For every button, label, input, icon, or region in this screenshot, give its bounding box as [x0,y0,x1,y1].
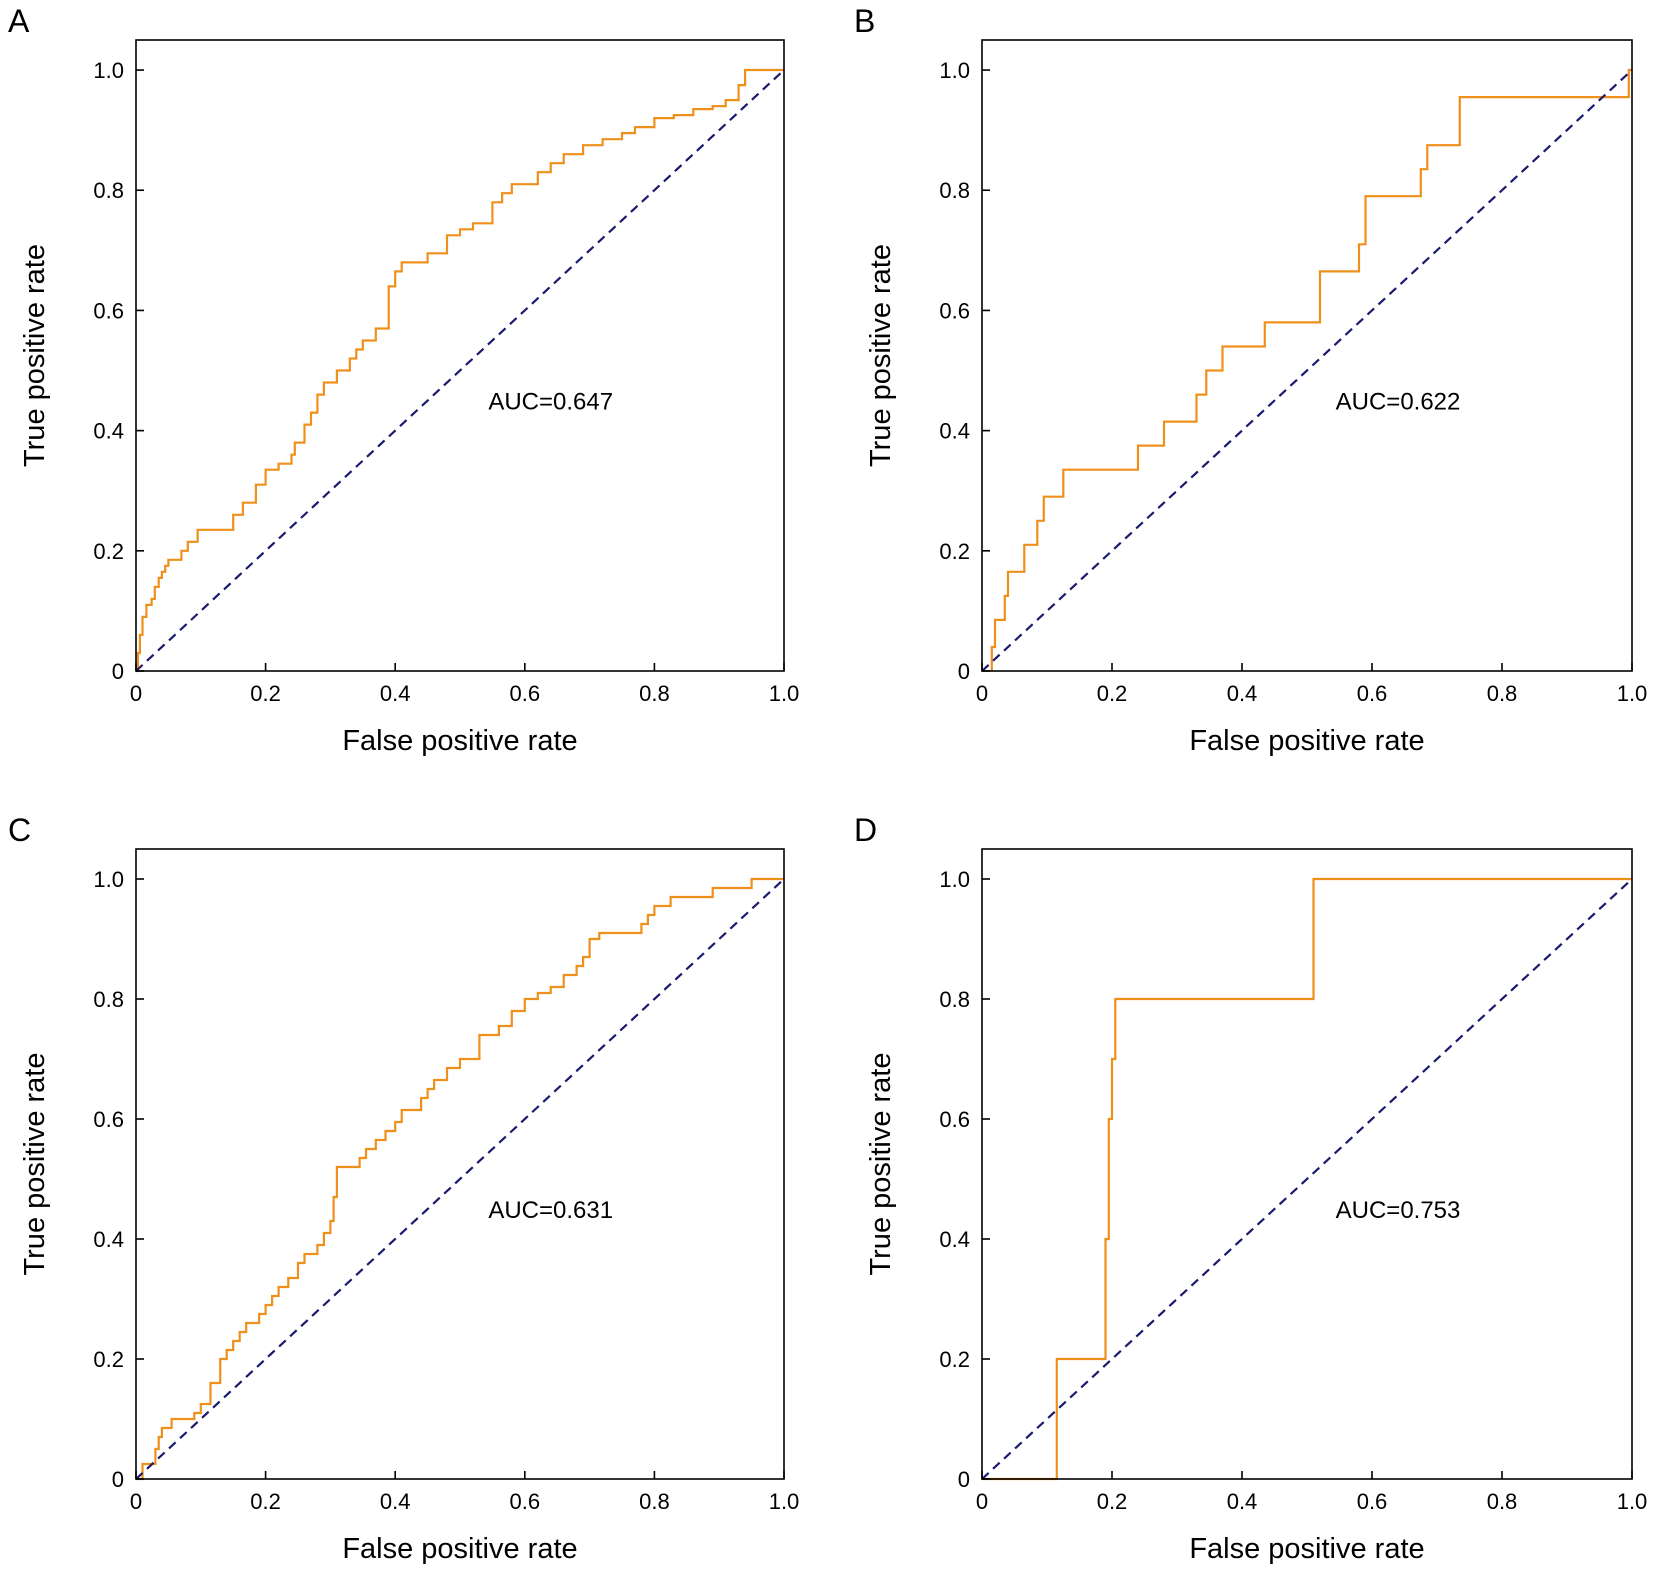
panel-a: A 0 0.2 0.4 0.6 0.8 1.0 0 0.2 0.4 0.6 0.8 1.0 False p… [8,3,799,757]
panel-b-x-tick-label: 1.0 [1617,681,1648,706]
panel-d-roc-curve [982,877,1632,1481]
panel-c-x-tick-label: 0 [130,1489,142,1514]
panel-d-x-tick-label: 0.4 [1227,1489,1258,1514]
panel-c-letter: C [8,812,31,848]
panel-a-y-tick-label: 0.4 [93,419,124,444]
panel-a-y-axis-label: True positive rate [19,244,51,467]
panel-c-y-tick-label: 0.4 [93,1227,124,1252]
panel-a-x-tick-label: 0.4 [380,681,411,706]
panel-a-x-tick-label: 1.0 [769,681,800,706]
panel-b-x-tick-label: 0.2 [1097,681,1128,706]
panel-b-diagonal-line [981,69,1633,672]
panel-c-x-axis-label: False positive rate [342,1533,577,1565]
panel-b-auc-annotation: AUC=0.622 [1336,389,1461,416]
panel-a-x-tick-label: 0 [130,681,142,706]
panel-d-y-tick-label: 1.0 [939,867,970,892]
panel-c-axes-frame [135,848,785,1480]
panel-a-y-tick-label: 0 [112,659,124,684]
panel-b-y-tick-label: 0.8 [939,178,970,203]
panel-b-y-tick-label: 0.4 [939,419,970,444]
panel-c-y-tick-label: 0.2 [93,1347,124,1372]
panel-a-auc-annotation: AUC=0.647 [488,389,613,416]
panel-b-letter: B [854,3,875,39]
panel-d-x-tick-label: 0.2 [1097,1489,1128,1514]
panel-a-axes-frame [135,39,785,672]
panel-c-x-tick-label: 0.4 [380,1489,411,1514]
panel-a-x-tick-label: 0.2 [250,681,281,706]
panel-a-y-tick-label: 0.8 [93,178,124,203]
panel-b-roc-curve [990,68,1632,671]
panel-d-auc-annotation: AUC=0.753 [1336,1197,1461,1224]
panel-d-x-tick-label: 0.8 [1487,1489,1518,1514]
panel-c-x-tick-label: 0.6 [510,1489,541,1514]
panel-c-y-tick-label: 0 [112,1467,124,1492]
panel-c-roc-curve [136,877,784,1481]
panel-c: C 0 0.2 0.4 0.6 0.8 1.0 0 0.2 0.4 0.6 0.8 1.0 False p… [8,812,799,1565]
panel-b-x-tick-label: 0 [976,681,988,706]
panel-d-letter: D [854,812,877,848]
panel-c-y-axis-label: True positive rate [19,1053,51,1276]
panel-d-x-axis-label: False positive rate [1189,1533,1424,1565]
panel-d-y-tick-label: 0.6 [939,1107,970,1132]
panel-b-y-axis-label: True positive rate [865,244,897,467]
panel-b-x-tick-label: 0.8 [1487,681,1518,706]
panel-d-y-tick-label: 0.4 [939,1227,970,1252]
panel-b-y-tick-label: 0.2 [939,539,970,564]
panel-a-y-tick-label: 1.0 [93,58,124,83]
panel-d-x-tick-label: 1.0 [1617,1489,1648,1514]
panel-c-x-tick-label: 1.0 [769,1489,800,1514]
panel-a-x-axis-label: False positive rate [342,725,577,757]
panel-a-letter: A [8,3,30,39]
panel-a-x-tick-label: 0.8 [639,681,670,706]
panel-c-auc-annotation: AUC=0.631 [488,1197,613,1224]
panel-a-roc-curve [136,68,784,673]
panel-a-y-tick-label: 0.6 [93,298,124,323]
panel-b: B 0 0.2 0.4 0.6 0.8 1.0 0 0.2 0.4 0.6 0.8 1.0 False p… [854,3,1647,757]
panel-b-x-axis-label: False positive rate [1189,725,1424,757]
panel-d-y-tick-label: 0.8 [939,987,970,1012]
panel-c-y-tick-label: 0.8 [93,987,124,1012]
panel-b-y-tick-label: 0.6 [939,298,970,323]
panel-d-diagonal-line [981,878,1633,1480]
panel-c-y-tick-label: 1.0 [93,867,124,892]
panel-c-diagonal-line [135,878,785,1480]
panel-d-y-tick-label: 0 [958,1467,970,1492]
panel-d-x-tick-label: 0 [976,1489,988,1514]
panel-d: D 0 0.2 0.4 0.6 0.8 1.0 0 0.2 0.4 0.6 0.8 1.0 False p… [854,812,1647,1565]
panel-b-x-tick-label: 0.6 [1357,681,1388,706]
panel-a-y-tick-label: 0.2 [93,539,124,564]
panel-c-y-tick-label: 0.6 [93,1107,124,1132]
panel-b-axes-frame [981,39,1633,672]
panel-c-x-tick-label: 0.8 [639,1489,670,1514]
panel-a-diagonal-line [135,69,785,672]
panel-c-x-tick-label: 0.2 [250,1489,281,1514]
panel-d-x-tick-label: 0.6 [1357,1489,1388,1514]
panel-b-y-tick-label: 0 [958,659,970,684]
panel-b-y-tick-label: 1.0 [939,58,970,83]
panel-d-y-tick-label: 0.2 [939,1347,970,1372]
panel-a-x-tick-label: 0.6 [510,681,541,706]
panel-b-x-tick-label: 0.4 [1227,681,1258,706]
panel-d-y-axis-label: True positive rate [865,1053,897,1276]
panel-d-axes-frame [981,848,1633,1480]
